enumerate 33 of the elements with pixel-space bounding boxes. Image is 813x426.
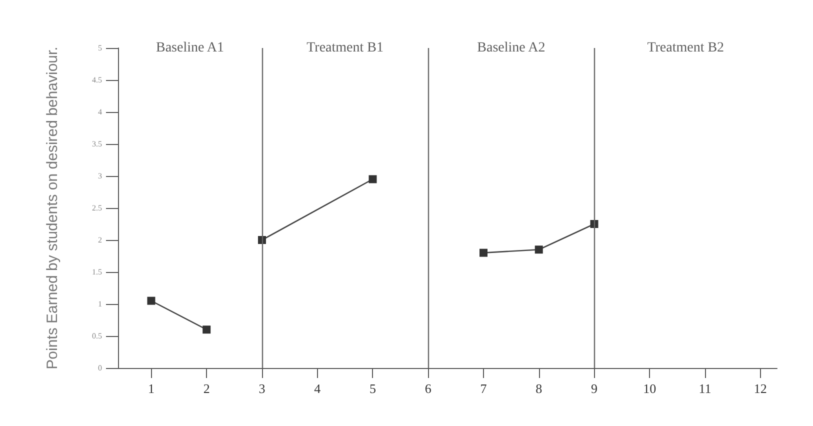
y-tick-label: 1.5 [92, 268, 102, 276]
y-tick-label: 3.5 [92, 140, 102, 148]
y-tick-label: 0 [98, 364, 102, 372]
point [202, 326, 211, 334]
x-tick-label: 2 [203, 381, 210, 396]
x-tick-label: 10 [643, 381, 656, 396]
x-tick-label: 5 [369, 381, 376, 396]
y-tick-label: 0.5 [92, 332, 102, 340]
point [368, 175, 377, 184]
x-tick-label: 8 [536, 381, 542, 396]
y-tick-label: 1 [98, 300, 102, 308]
y-tick-label: 4.5 [92, 76, 102, 84]
y-tick-label: 2 [98, 236, 102, 244]
x-tick-label: 7 [480, 381, 488, 396]
x-tick-label: 6 [424, 381, 432, 396]
point [479, 248, 488, 257]
y-tick-label: 5 [98, 44, 102, 52]
x-tick-label: 1 [148, 381, 154, 396]
y-tick-label: 2.5 [92, 204, 102, 212]
annotation: Baseline A2 [477, 40, 546, 56]
x-tick-label: 3 [258, 381, 266, 396]
y-tick-label: 3 [98, 172, 102, 180]
point [147, 296, 156, 305]
x-tick-label: 9 [591, 381, 598, 396]
annotation: Treatment B1 [306, 40, 384, 56]
y-tick-label: 4 [98, 108, 102, 116]
x-tick-label: 4 [314, 381, 322, 396]
x-tick-label: 12 [754, 381, 767, 396]
annotation: Treatment B2 [647, 40, 724, 56]
x-tick-label: 11 [698, 381, 712, 396]
point [534, 246, 543, 254]
annotation: Baseline A1 [156, 40, 224, 56]
y-axis-title: Points Earned by students on desired behaviour. [44, 46, 61, 370]
